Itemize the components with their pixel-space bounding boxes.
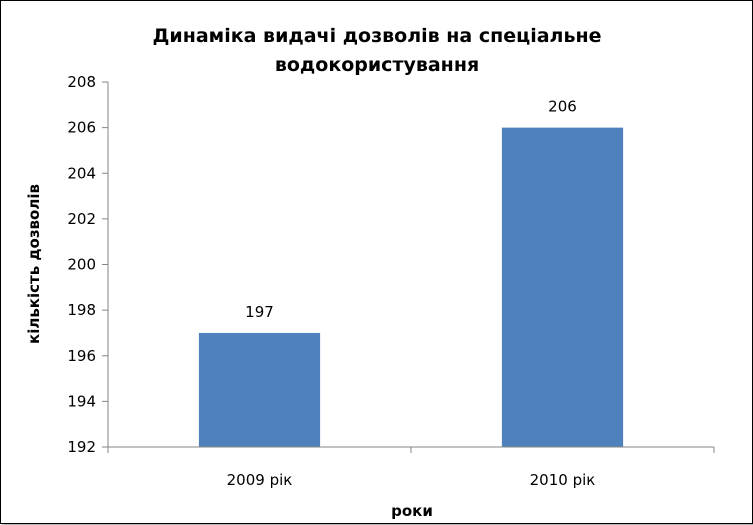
y-tick-label: 202	[67, 210, 96, 228]
y-axis-title: кількість дозволів	[25, 184, 43, 344]
bar	[501, 127, 624, 447]
x-axis-ticks: 2009 рік 2010 рік	[107, 447, 715, 489]
chart-title-line-2: водокористування	[275, 54, 479, 76]
y-tick-label: 196	[67, 347, 96, 365]
y-tick-label: 200	[67, 256, 96, 274]
x-category-label: 2010 рік	[530, 471, 596, 489]
chart-title-line-1: Динаміка видачі дозволів на спеціальне	[152, 25, 601, 47]
x-axis-title: роки	[391, 502, 433, 520]
y-tick-label: 198	[67, 301, 96, 319]
y-tick-label: 204	[67, 164, 96, 182]
y-tick-label: 208	[67, 73, 96, 91]
x-category-label: 2009 рік	[227, 471, 293, 489]
y-tick-label: 192	[67, 438, 96, 456]
y-axis-ticks: 192 194 196 198 200 202 204 206 208	[67, 73, 108, 456]
y-tick-label: 194	[67, 392, 96, 410]
data-label: 197	[245, 303, 274, 321]
bars: 197 206	[198, 98, 624, 447]
y-tick-label: 206	[67, 119, 96, 137]
bar	[198, 332, 321, 447]
data-label: 206	[548, 98, 577, 116]
